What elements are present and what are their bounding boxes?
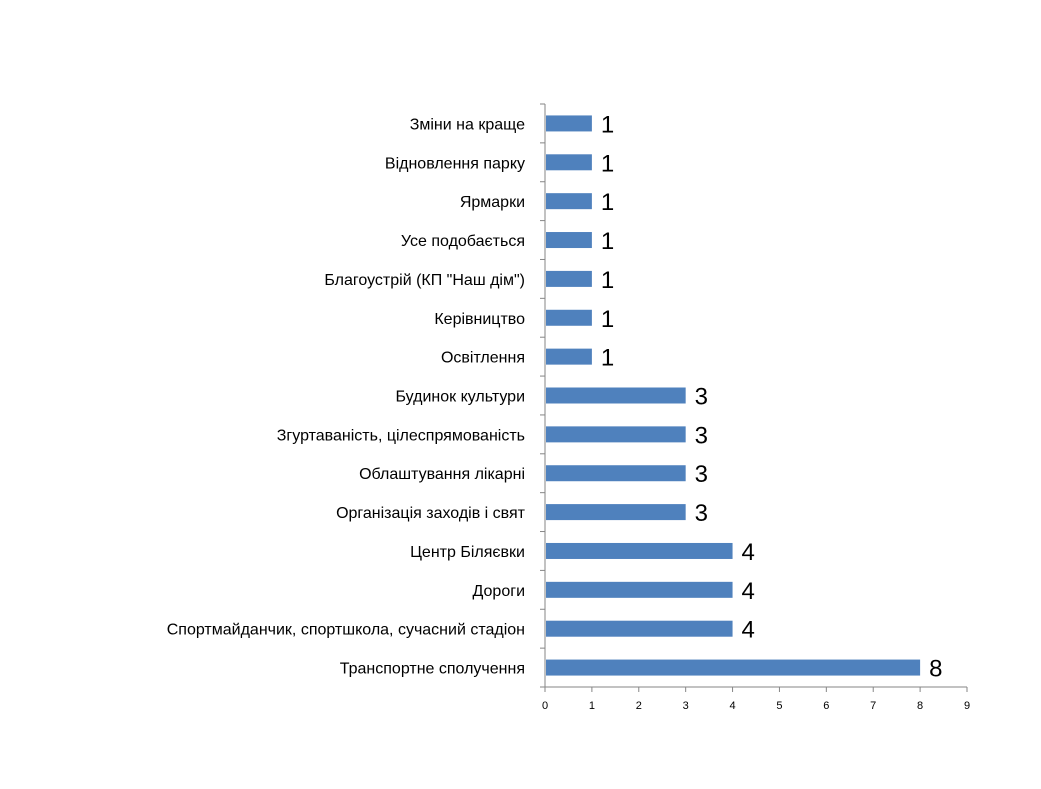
category-label: Будинок культури [396, 389, 525, 406]
x-tick-label: 3 [683, 700, 689, 712]
data-label: 4 [742, 539, 755, 566]
x-tick-label: 0 [542, 700, 548, 712]
bar [546, 115, 592, 132]
data-label: 8 [929, 656, 942, 683]
data-label: 1 [601, 189, 614, 216]
data-label: 4 [742, 578, 755, 605]
x-tick-label: 7 [870, 700, 876, 712]
data-label: 3 [695, 422, 708, 449]
x-tick-label: 5 [776, 700, 782, 712]
x-tick-label: 8 [917, 700, 923, 712]
category-label: Ярмарки [460, 194, 525, 211]
x-tick-label: 9 [964, 700, 970, 712]
category-label: Зміни на краще [410, 116, 525, 133]
category-label: Дороги [473, 583, 525, 600]
data-label: 3 [695, 461, 708, 488]
category-label: Організація заходів і свят [336, 505, 526, 522]
bar [546, 465, 686, 482]
chart-bars [546, 115, 921, 676]
category-label: Усе подобається [401, 233, 525, 250]
bar [546, 542, 733, 559]
category-label: Благоустрій (КП "Наш дім") [324, 272, 525, 289]
category-label: Згуртаваність, цілеспрямованість [277, 427, 525, 444]
category-labels: Зміни на краще Відновлення парку Ярмарки Ус… [167, 116, 526, 677]
bar [546, 270, 592, 287]
data-label: 1 [601, 150, 614, 177]
bar [546, 426, 686, 443]
bar [546, 387, 686, 404]
data-label: 3 [695, 384, 708, 411]
category-label: Керівництво [434, 311, 525, 328]
data-label: 1 [601, 306, 614, 333]
bar [546, 504, 686, 521]
x-tick-labels: 0 1 2 3 4 5 6 7 8 9 [542, 700, 970, 712]
x-tick-label: 1 [589, 700, 595, 712]
chart-axes [540, 103, 968, 692]
category-label: Центр Біляєвки [410, 544, 525, 561]
data-label: 1 [601, 228, 614, 255]
category-label: Освітлення [441, 350, 525, 367]
category-label: Спортмайданчик, спортшкола, сучасний ста… [167, 622, 525, 639]
x-tick-label: 2 [636, 700, 642, 712]
bar [546, 309, 592, 326]
data-label: 1 [601, 267, 614, 294]
data-label: 1 [601, 345, 614, 372]
category-label: Відновлення парку [385, 155, 525, 172]
data-label: 1 [601, 111, 614, 138]
bar [546, 232, 592, 249]
category-label: Транспортне сполучення [340, 661, 525, 678]
data-label: 3 [695, 500, 708, 527]
data-labels: 1 1 1 1 1 1 1 3 3 3 3 4 4 4 8 [601, 111, 943, 682]
bar [546, 581, 733, 598]
bar [546, 193, 592, 210]
data-label: 4 [742, 617, 755, 644]
category-label: Облаштування лікарні [359, 466, 525, 483]
x-tick-label: 4 [729, 700, 735, 712]
bar [546, 659, 921, 676]
bar [546, 620, 733, 637]
x-tick-label: 6 [823, 700, 829, 712]
bar [546, 154, 592, 171]
bar [546, 348, 592, 365]
